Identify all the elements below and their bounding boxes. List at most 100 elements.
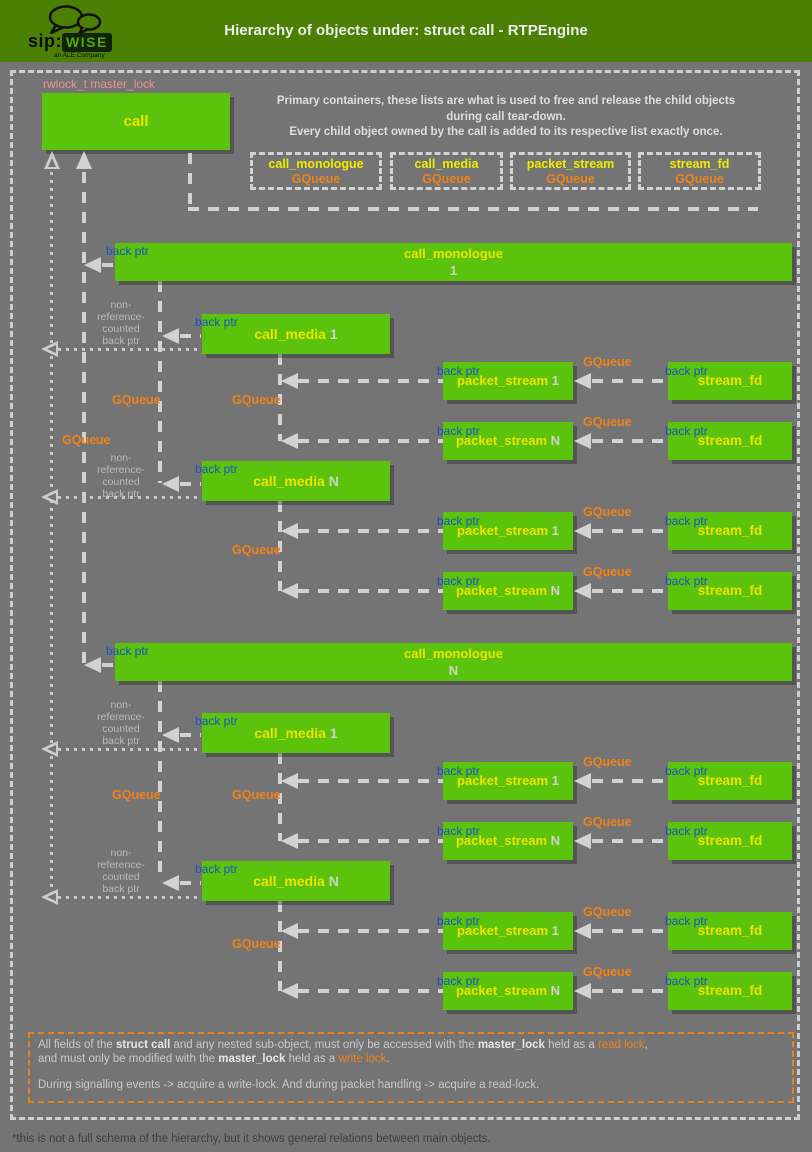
left-arrow-icon xyxy=(574,983,591,999)
diagram-frame xyxy=(10,70,800,1120)
back-ptr-label: back ptr xyxy=(195,862,238,876)
back-ptr-label: back ptr xyxy=(665,974,708,988)
left-arrow-icon xyxy=(162,727,179,743)
left-arrow-icon xyxy=(574,833,591,849)
note-line-1: All fields of the struct call and any ne… xyxy=(38,1039,648,1051)
connector-dash xyxy=(102,663,114,667)
left-arrow-icon xyxy=(281,433,298,449)
connector-dash xyxy=(180,733,201,737)
nonref-backptr-label: non-reference- counted back ptr xyxy=(97,847,145,895)
queue-box-call-monologue: call_monologue GQueue xyxy=(250,152,382,190)
gqueue-label: GQueue xyxy=(112,788,161,802)
left-hollow-arrow-icon xyxy=(41,741,58,757)
gqueue-label: GQueue xyxy=(112,393,161,407)
connector-dash xyxy=(298,779,443,783)
left-arrow-icon xyxy=(162,476,179,492)
queue-title: call_monologue xyxy=(268,157,364,171)
connector-dash xyxy=(592,589,668,593)
back-ptr-label: back ptr xyxy=(665,364,708,378)
back-ptr-label: back ptr xyxy=(437,764,480,778)
note-line-3: During signalling events -> acquire a wr… xyxy=(38,1079,540,1091)
back-ptr-label: back ptr xyxy=(665,914,708,928)
gqueue-label: GQueue xyxy=(583,565,632,579)
node-stream-fd: stream_fd xyxy=(668,972,792,1010)
queue-type: GQueue xyxy=(291,172,341,186)
connector-dash xyxy=(592,529,668,533)
node-packet-stream-n: packet_stream N xyxy=(443,422,573,460)
node-stream-fd: stream_fd xyxy=(668,512,792,550)
node-packet-stream-n: packet_stream N xyxy=(443,822,573,860)
gqueue-label: GQueue xyxy=(62,433,111,447)
left-arrow-icon xyxy=(281,373,298,389)
left-hollow-arrow-icon xyxy=(41,889,58,905)
node-stream-fd: stream_fd xyxy=(668,762,792,800)
back-ptr-label: back ptr xyxy=(437,424,480,438)
gqueue-label: GQueue xyxy=(583,815,632,829)
connector-dash xyxy=(298,929,443,933)
media-gqueue-line-group1 xyxy=(158,281,162,483)
nonref-backptr-vertical-line xyxy=(50,172,53,898)
nonref-backptr-label: non-reference- counted back ptr xyxy=(97,299,145,347)
left-hollow-arrow-icon xyxy=(41,489,58,505)
queue-type: GQueue xyxy=(675,172,724,186)
up-hollow-arrow-icon xyxy=(44,151,60,169)
note-spacer xyxy=(38,1066,784,1079)
brand-sip: sip: xyxy=(28,31,63,51)
left-arrow-icon xyxy=(281,583,298,599)
node-call-media-1: call_media 1 xyxy=(202,314,390,354)
nonref-backptr-label: non-reference- counted back ptr xyxy=(97,452,145,500)
monologue-gqueue-vertical-line xyxy=(82,172,86,664)
left-hollow-arrow-icon xyxy=(41,341,58,357)
connector-dash xyxy=(180,334,201,338)
queue-box-packet-stream: packet_stream GQueue xyxy=(510,152,631,190)
node-call-monologue-n: call_monologue N xyxy=(115,643,792,681)
back-ptr-label: back ptr xyxy=(106,644,149,658)
gqueue-label: GQueue xyxy=(232,937,281,951)
speech-bubbles-icon xyxy=(48,5,102,35)
node-stream-fd: stream_fd xyxy=(668,422,792,460)
left-arrow-icon xyxy=(281,773,298,789)
connector-dash xyxy=(298,529,443,533)
left-arrow-icon xyxy=(162,875,179,891)
back-ptr-label: back ptr xyxy=(437,514,480,528)
queue-bus-vertical-line xyxy=(188,153,192,208)
connector-dash xyxy=(298,839,443,843)
up-arrow-icon xyxy=(76,151,92,169)
intro-line-2: during call tear-down. xyxy=(446,110,566,123)
connector-dash xyxy=(592,839,668,843)
connector-dash xyxy=(592,929,668,933)
node-call-media-n: call_media N xyxy=(202,461,390,501)
node-call: call xyxy=(42,93,230,150)
left-arrow-icon xyxy=(574,523,591,539)
node-stream-fd: stream_fd xyxy=(668,912,792,950)
back-ptr-label: back ptr xyxy=(195,462,238,476)
brand-tagline: an ALE Company xyxy=(54,52,105,59)
queue-type: GQueue xyxy=(546,172,595,186)
node-packet-stream-n: packet_stream N xyxy=(443,572,573,610)
left-arrow-icon xyxy=(162,328,179,344)
left-arrow-icon xyxy=(574,373,591,389)
connector-dash xyxy=(298,379,443,383)
left-arrow-icon xyxy=(281,833,298,849)
back-ptr-label: back ptr xyxy=(665,574,708,588)
left-arrow-icon xyxy=(281,923,298,939)
queue-title: call_media xyxy=(414,157,479,171)
packet-gqueue-line-1 xyxy=(278,354,282,441)
node-stream-fd: stream_fd xyxy=(668,362,792,400)
back-ptr-label: back ptr xyxy=(437,364,480,378)
nonref-connector-dots xyxy=(58,748,202,751)
connector-dash xyxy=(180,881,201,885)
connector-dash xyxy=(592,989,668,993)
queue-title: packet_stream xyxy=(526,157,615,171)
left-arrow-icon xyxy=(84,257,101,273)
gqueue-label: GQueue xyxy=(583,965,632,979)
node-stream-fd: stream_fd xyxy=(668,822,792,860)
note-line-2: and must only be modified with the maste… xyxy=(38,1052,390,1065)
packet-gqueue-line-2 xyxy=(278,501,282,591)
locking-note: All fields of the struct call and any ne… xyxy=(28,1032,794,1103)
intro-line-3: Every child object owned by the call is … xyxy=(289,126,723,138)
gqueue-label: GQueue xyxy=(232,393,281,407)
back-ptr-label: back ptr xyxy=(437,824,480,838)
node-packet-stream-1: packet_stream 1 xyxy=(443,762,573,800)
connector-dash xyxy=(592,439,668,443)
